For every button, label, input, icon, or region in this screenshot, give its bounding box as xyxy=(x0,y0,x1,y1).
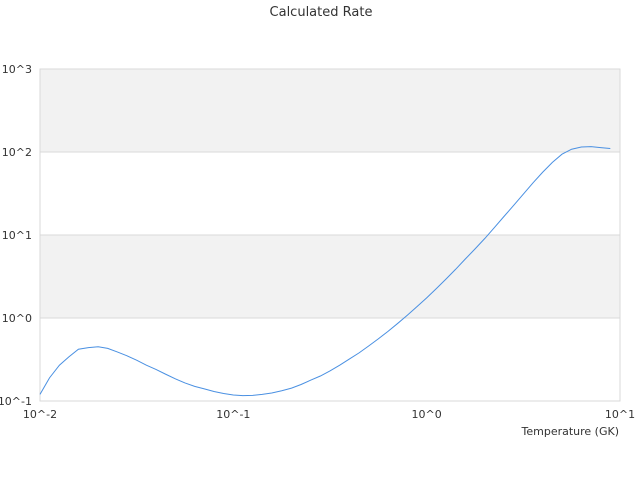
x-axis-label: Temperature (GK) xyxy=(521,425,620,438)
series-line xyxy=(39,146,611,397)
plot-area-border xyxy=(39,68,621,402)
x-tick-label: 10^-2 xyxy=(23,408,57,421)
plot-band xyxy=(40,235,620,318)
chart-title: Calculated Rate xyxy=(270,5,373,20)
y-tick-label: 10^3 xyxy=(2,63,32,76)
y-tick-label: 10^0 xyxy=(2,312,32,325)
plot-band xyxy=(40,69,620,152)
x-tick-label: 10^1 xyxy=(605,408,635,421)
y-tick-label: 10^-1 xyxy=(0,395,32,408)
x-tick-label: 10^0 xyxy=(412,408,442,421)
x-tick-label: 10^-1 xyxy=(216,408,250,421)
y-tick-label: 10^1 xyxy=(2,229,32,242)
y-tick-label: 10^2 xyxy=(2,146,32,159)
y-axis-ticks: 10^-1 10^0 10^1 10^2 10^3 xyxy=(0,63,32,408)
plot-bands xyxy=(40,69,620,318)
x-axis-ticks: 10^-2 10^-1 10^0 10^1 xyxy=(23,408,635,421)
